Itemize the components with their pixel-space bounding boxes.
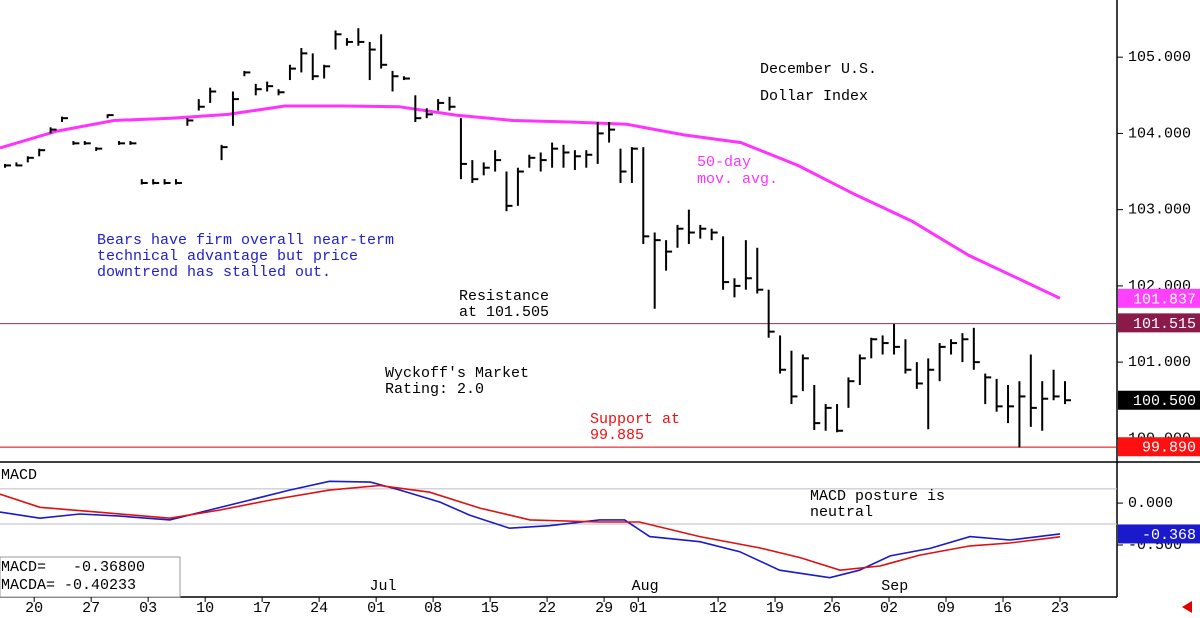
x-tick-label: 22: [538, 600, 556, 617]
x-tick-label: 15: [481, 600, 499, 617]
annotation: Bears have firm overall near-term: [97, 232, 394, 249]
x-tick-label: 10: [196, 600, 214, 617]
x-tick-label: 09: [937, 600, 955, 617]
annotation: technical advantage but price: [97, 248, 358, 265]
chart-title: December U.S.: [760, 61, 877, 78]
ma-label: mov. avg.: [697, 171, 778, 188]
annotation: neutral: [810, 504, 873, 521]
x-tick-label: 01: [367, 600, 385, 617]
month-label: Jul: [369, 578, 396, 595]
x-tick-label: 29: [595, 600, 613, 617]
annotation: Resistance: [459, 288, 549, 305]
price-tag-label: 100.500: [1133, 393, 1196, 410]
price-tag: [1118, 313, 1200, 333]
y-tick-label: 101.000: [1128, 354, 1191, 371]
y-tick-label: 104.000: [1128, 125, 1191, 142]
x-tick-label: 27: [82, 600, 100, 617]
annotation: Rating: 2.0: [385, 381, 484, 398]
x-tick-label: 01: [629, 600, 647, 617]
price-tag-label: 99.890: [1142, 440, 1196, 457]
annotation: 99.885: [590, 427, 644, 444]
readout-box: [0, 556, 181, 598]
price-tag-label: -0.368: [1142, 527, 1196, 544]
price-tag: [1118, 524, 1200, 544]
price-tag: [1118, 437, 1200, 457]
moving-average: [0, 104, 1061, 300]
annotation: Support at: [590, 411, 680, 428]
chart-title: Dollar Index: [760, 88, 868, 105]
month-label: Sep: [881, 578, 908, 595]
panel-title: MACD: [1, 467, 37, 484]
y-tick-label: 103.000: [1128, 202, 1191, 219]
month-label: Aug: [632, 578, 659, 595]
ma-label: 50-day: [697, 154, 751, 171]
x-tick-label: 24: [310, 600, 328, 617]
macd-line: [0, 484, 1061, 572]
annotation: Wyckoff's Market: [385, 365, 529, 382]
x-tick-label: 03: [139, 600, 157, 617]
x-tick-label: 12: [709, 600, 727, 617]
x-tick-label: 08: [424, 600, 442, 617]
x-tick-label: 02: [880, 600, 898, 617]
price-tag: [1118, 288, 1200, 308]
y-tick-label: 0.000: [1128, 495, 1173, 512]
x-tick-label: 20: [25, 600, 43, 617]
annotation: MACD posture is: [810, 488, 945, 505]
readout: MACDA= -0.40233: [1, 577, 136, 594]
readout: MACD= -0.36800: [1, 559, 145, 576]
annotation: at 101.505: [459, 304, 549, 321]
annotation: downtrend has stalled out.: [97, 264, 331, 281]
x-tick-label: 16: [994, 600, 1012, 617]
x-tick-label: 23: [1051, 600, 1069, 617]
price-tag-label: 101.515: [1133, 316, 1196, 333]
y-tick-label: 105.000: [1128, 49, 1191, 66]
scroll-arrow[interactable]: [1182, 601, 1192, 613]
x-tick-label: 26: [823, 600, 841, 617]
x-tick-label: 17: [253, 600, 271, 617]
price-tag: [1118, 390, 1200, 410]
x-tick-label: 19: [766, 600, 784, 617]
price-tag-label: 101.837: [1133, 291, 1196, 308]
